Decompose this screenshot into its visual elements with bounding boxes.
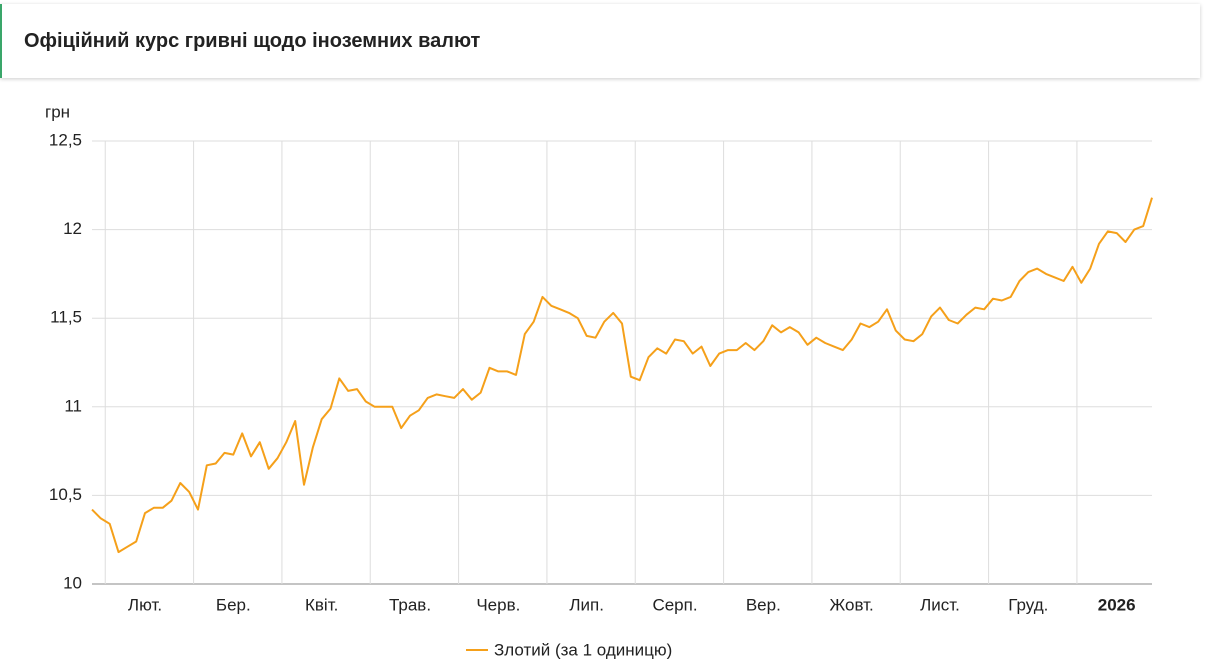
- x-tick-label: Серп.: [652, 595, 697, 614]
- header: Офіційний курс гривні щодо іноземних вал…: [0, 4, 1200, 78]
- chart-title: Офіційний курс гривні щодо іноземних вал…: [24, 30, 481, 52]
- x-tick-label: Груд.: [1008, 595, 1048, 614]
- x-tick-label: Квіт.: [305, 595, 338, 614]
- y-tick-label: 12,5: [49, 130, 82, 149]
- x-tick-label: Жовт.: [830, 595, 874, 614]
- y-tick-label: 10,5: [49, 485, 82, 504]
- y-tick-label: 12: [63, 219, 82, 238]
- x-tick-label: 2026: [1098, 595, 1136, 614]
- legend-label: Злотий (за 1 одиницю): [494, 640, 672, 659]
- series-line: [91, 197, 1153, 554]
- y-tick-label: 10: [63, 573, 82, 592]
- x-tick-label: Вер.: [746, 595, 781, 614]
- y-axis-label: грн: [45, 102, 70, 121]
- y-tick-label: 11: [64, 396, 82, 415]
- x-tick-label: Бер.: [216, 595, 251, 614]
- x-tick-label: Лип.: [569, 595, 604, 614]
- x-tick-label: Черв.: [476, 595, 520, 614]
- chart: грн 10 10,5 11 11,5 12 12,5 Лют. Бер. Квіт. Трав.…: [45, 102, 1153, 659]
- x-tick-label: Трав.: [389, 595, 431, 614]
- x-tick-label: Лист.: [920, 595, 960, 614]
- y-tick-label: 11,5: [50, 308, 82, 327]
- x-tick-label: Лют.: [128, 595, 162, 614]
